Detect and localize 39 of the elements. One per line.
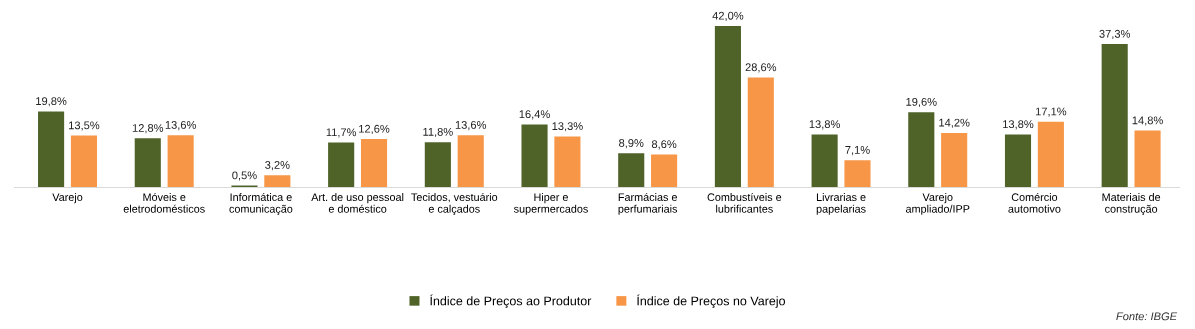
- x-tick-label: Farmácias e perfumariais: [618, 192, 678, 215]
- x-tick-label: Tecidos, vestuário e calçados: [411, 192, 498, 215]
- data-label: 8,6%: [651, 140, 677, 150]
- data-label: 19,8%: [36, 97, 67, 107]
- data-label: 13,3%: [552, 122, 583, 132]
- x-tick-label: Informática e comunicação: [229, 192, 293, 215]
- x-tick-label: Comércio automotivo: [1008, 192, 1061, 213]
- data-label: 13,8%: [809, 120, 840, 130]
- x-tick-label: Móveis e eletrodomésticos: [123, 192, 205, 213]
- data-label: 13,6%: [455, 121, 487, 131]
- x-tick-label: Art. de uso pessoal e doméstico: [311, 193, 404, 213]
- source-note: Fonte: IBGE: [1116, 312, 1178, 321]
- x-tick-label: Materiais de construção: [1102, 193, 1161, 215]
- data-label: 7,1%: [845, 146, 870, 156]
- data-label: 13,5%: [69, 121, 100, 131]
- x-tick-label: Combustíveis e lubrificantes: [707, 192, 782, 213]
- data-label: 14,8%: [1132, 116, 1163, 126]
- data-label: 19,6%: [906, 97, 937, 108]
- data-label: 42,0%: [712, 11, 744, 21]
- data-label: 0,5%: [232, 171, 257, 181]
- legend-label: Índice de Preços ao Produtor: [430, 294, 592, 308]
- data-label: 37,3%: [1099, 29, 1131, 40]
- x-tick-label: Livrarias e papelarias: [816, 193, 866, 215]
- data-label: 16,4%: [519, 110, 550, 120]
- data-label: 12,6%: [359, 124, 390, 135]
- data-label: 12,8%: [132, 124, 164, 134]
- data-label: 8,9%: [619, 139, 644, 149]
- data-label: 13,8%: [1003, 120, 1034, 130]
- data-label: 14,2%: [939, 118, 970, 128]
- data-label: 13,6%: [165, 121, 197, 131]
- data-label: 28,6%: [745, 63, 777, 73]
- x-tick-label: Varejo: [52, 193, 83, 204]
- x-tick-label: Varejo ampliado/IPP: [905, 193, 970, 215]
- data-label: 11,8%: [423, 127, 453, 138]
- x-tick-label: Hiper e supermercados: [513, 193, 588, 215]
- data-label: 11,7%: [326, 128, 357, 138]
- legend-label: Índice de Preços no Varejo: [637, 294, 786, 308]
- data-label: 17,1%: [1035, 107, 1067, 117]
- data-label: 3,2%: [265, 160, 290, 171]
